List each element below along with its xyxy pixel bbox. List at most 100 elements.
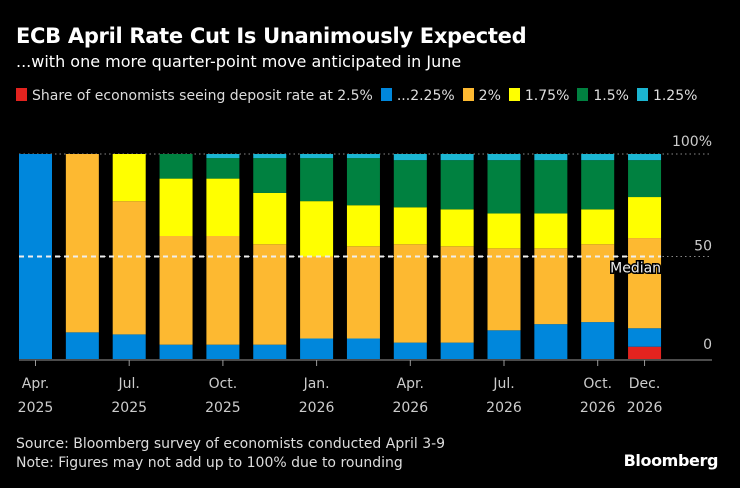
bar-segment — [159, 236, 193, 345]
legend-swatch — [462, 88, 474, 101]
bar-segment — [440, 342, 474, 359]
bar-segment — [206, 154, 240, 159]
chart-title: ECB April Rate Cut Is Unanimously Expect… — [16, 24, 527, 48]
bar-segment — [393, 154, 427, 161]
legend-item: 1.75% — [508, 86, 570, 106]
legend-swatch — [577, 88, 589, 101]
bar-segment — [300, 338, 334, 359]
x-tick-label: 2026 — [486, 400, 522, 416]
x-tick-label: 2025 — [111, 400, 147, 416]
bar-segment — [440, 154, 474, 161]
bar-segment — [393, 244, 427, 343]
x-tick-label: 2026 — [392, 400, 428, 416]
bar-segment — [393, 342, 427, 359]
bar-segment — [65, 154, 99, 333]
x-tick-label: Oct. — [209, 376, 238, 392]
x-tick-label: Apr. — [22, 376, 49, 392]
source-note: Source: Bloomberg survey of economists c… — [16, 436, 446, 452]
x-tick-label: Oct. — [583, 376, 612, 392]
bar-segment — [581, 209, 615, 245]
x-tick-label: 2025 — [18, 400, 54, 416]
bar-segment — [300, 158, 334, 202]
y-tick-label: 0 — [703, 337, 712, 353]
bar-segment — [65, 332, 99, 359]
legend-item: 1.25% — [636, 86, 698, 106]
bar-segment — [346, 158, 380, 206]
bar-segment — [159, 178, 193, 236]
bar-segment — [393, 207, 427, 245]
bar-segment — [253, 158, 287, 193]
bar-segment — [300, 154, 334, 159]
bar-segment — [581, 154, 615, 161]
legend-label: 1.25% — [652, 88, 698, 104]
legend-item: 2% — [462, 86, 501, 106]
bar-segment — [487, 213, 521, 249]
bar-segment — [534, 248, 568, 325]
legend-label: 1.5% — [593, 88, 629, 104]
bar-segment — [253, 344, 287, 359]
bar-segment — [206, 236, 240, 345]
bar-segment — [206, 158, 240, 179]
median-label: Median — [610, 261, 661, 277]
legend-swatch — [380, 88, 392, 101]
y-tick-label: 50 — [694, 239, 712, 255]
bar-segment — [628, 346, 662, 359]
bar-segment — [581, 160, 615, 210]
bar-segment — [534, 154, 568, 161]
bar-segment — [628, 160, 662, 198]
bar-segment — [628, 328, 662, 347]
x-tick-label: Apr. — [397, 376, 424, 392]
bar-segment — [300, 201, 334, 257]
chart-subtitle: ...with one more quarter-point move anti… — [16, 52, 462, 71]
bar-segment — [534, 324, 568, 359]
bar-segment — [346, 338, 380, 359]
bar-segment — [346, 154, 380, 159]
x-tick-label: 2026 — [627, 400, 663, 416]
bar-segment — [440, 209, 474, 247]
x-tick-label: 2025 — [205, 400, 241, 416]
bar-segment — [346, 205, 380, 247]
legend-label: 1.75% — [524, 88, 570, 104]
legend-label: ...2.25% — [396, 88, 455, 104]
x-tick-label: 2026 — [580, 400, 616, 416]
legend-label: Share of economists seeing deposit rate … — [32, 88, 373, 104]
x-tick-label: Jul. — [118, 376, 140, 392]
bar-segment — [253, 192, 287, 245]
bar-segment — [159, 344, 193, 359]
legend-swatch — [508, 88, 520, 101]
legend-label: 2% — [478, 88, 501, 104]
bar-segment — [487, 154, 521, 161]
bar-segment — [393, 160, 427, 208]
bar-segment — [581, 322, 615, 359]
legend-item: ...2.25% — [380, 86, 455, 106]
bar-segment — [206, 344, 240, 359]
bloomberg-logo: Bloomberg — [623, 451, 719, 470]
bar-segment — [253, 244, 287, 345]
bar-segment — [440, 246, 474, 343]
chart-plot: 0 50 100% Median Apr. 2025 Jul. 2025 Oct. 2025 Jan… — [18, 134, 712, 416]
bar-segment — [440, 160, 474, 210]
bar-segment — [112, 154, 146, 202]
bar-segment — [300, 256, 334, 339]
x-tick-label: Jan. — [303, 376, 330, 392]
bar-segment — [534, 213, 568, 249]
bar-segment — [112, 334, 146, 359]
bar-segment — [628, 154, 662, 161]
bar-segment — [487, 248, 521, 331]
bar-segment — [534, 160, 568, 214]
bar-segment — [112, 201, 146, 335]
bar-segment — [159, 154, 193, 179]
legend-swatch — [636, 88, 648, 101]
legend-item: Share of economists seeing deposit rate … — [16, 86, 373, 106]
x-tick-label: Jul. — [492, 376, 514, 392]
bar-segment — [487, 160, 521, 214]
bar-segment — [206, 178, 240, 236]
legend-item: 1.5% — [577, 86, 629, 106]
x-tick-label: Dec. — [629, 376, 661, 392]
bar-segment — [628, 238, 662, 329]
legend: Share of economists seeing deposit rate … — [16, 86, 726, 106]
y-tick-label: 100% — [672, 134, 712, 150]
rounding-note: Note: Figures may not add up to 100% due… — [16, 455, 403, 471]
bar-segment — [346, 246, 380, 339]
legend-swatch — [16, 88, 27, 101]
